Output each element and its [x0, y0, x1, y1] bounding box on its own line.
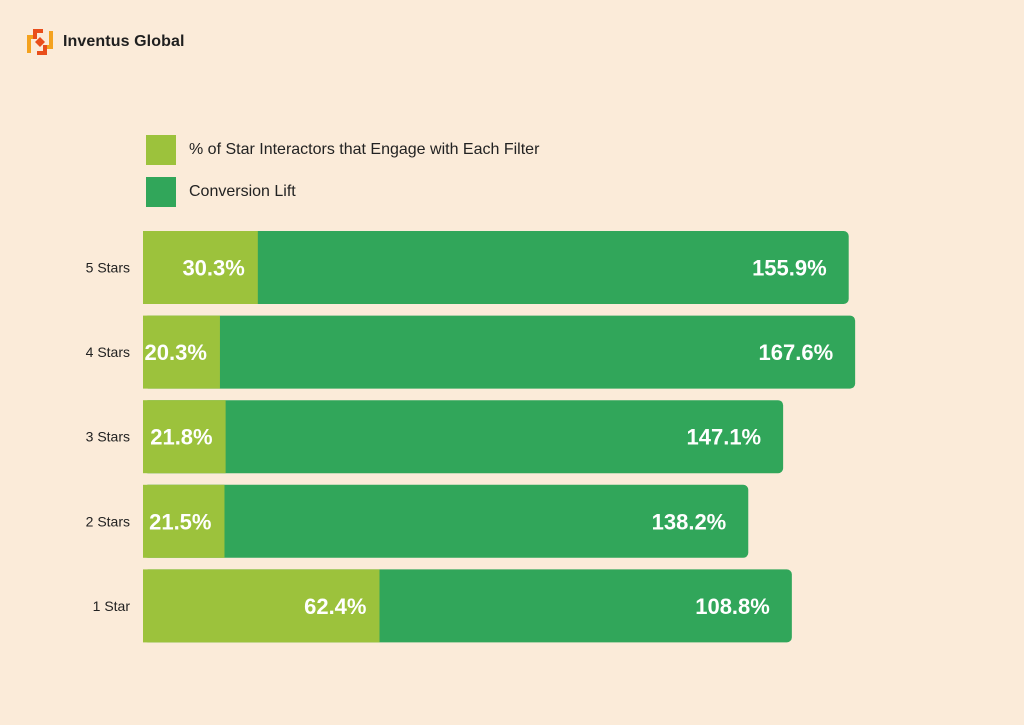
category-label: 4 Stars — [86, 344, 130, 360]
data-label-engage: 30.3% — [182, 256, 244, 281]
data-label-engage: 20.3% — [145, 340, 207, 365]
legend-swatch-engage — [146, 135, 176, 165]
bar-engage — [143, 315, 220, 389]
legend-label-engage: % of Star Interactors that Engage with E… — [189, 141, 540, 158]
brand: Inventus Global — [24, 26, 185, 58]
category-label: 5 Stars — [86, 260, 130, 276]
data-label-lift: 147.1% — [687, 425, 762, 450]
legend-label-lift: Conversion Lift — [189, 183, 296, 200]
bar-engage — [143, 484, 225, 558]
bar-conversion-lift — [143, 315, 856, 389]
data-label-engage: 21.5% — [149, 509, 211, 534]
data-label-lift: 138.2% — [652, 509, 727, 534]
bar-engage — [143, 231, 258, 304]
legend-item-lift: Conversion Lift — [146, 176, 539, 208]
inventus-logo-icon — [27, 29, 53, 55]
category-label: 2 Stars — [86, 513, 130, 529]
bar-conversion-lift — [143, 400, 784, 474]
bar-engage — [143, 569, 380, 643]
category-label: 1 Star — [93, 598, 131, 614]
bar-conversion-lift — [143, 231, 849, 304]
data-label-lift: 155.9% — [752, 256, 827, 281]
legend-item-engage: % of Star Interactors that Engage with E… — [146, 134, 539, 166]
bar-engage — [143, 400, 226, 474]
category-label: 3 Stars — [86, 429, 130, 445]
legend-swatch-lift — [146, 177, 176, 207]
chart-legend: % of Star Interactors that Engage with E… — [146, 134, 539, 218]
data-label-lift: 108.8% — [695, 594, 770, 619]
data-label-engage: 21.8% — [150, 425, 212, 450]
data-label-engage: 62.4% — [304, 594, 366, 619]
brand-name: Inventus Global — [63, 33, 185, 50]
data-label-lift: 167.6% — [759, 340, 834, 365]
bar-conversion-lift — [143, 484, 749, 558]
